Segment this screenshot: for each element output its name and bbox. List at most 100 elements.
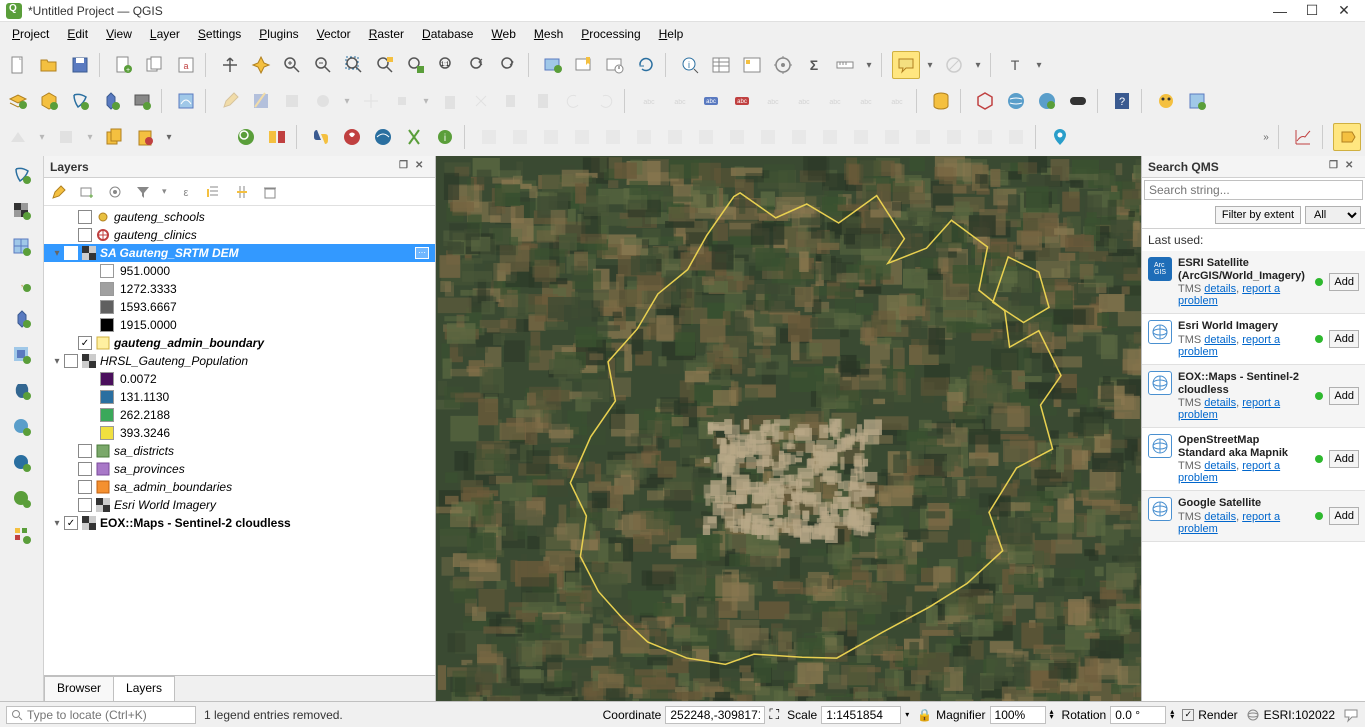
delete-selected-button[interactable] [436,87,464,115]
coordinate-input[interactable] [665,706,765,724]
filter-expression-button[interactable]: ε [177,183,195,201]
layer-row[interactable]: Esri World Imagery [44,496,435,514]
remove-layer-button[interactable] [261,183,279,201]
wfs-layer-button[interactable] [7,484,37,514]
messages-button[interactable] [1343,707,1359,723]
layer-checkbox[interactable] [78,480,92,494]
new-map-view-button[interactable] [539,51,567,79]
virtual-layer-button[interactable] [7,340,37,370]
layer-styling-button[interactable] [50,183,68,201]
qms-undock-button[interactable]: ❐ [1329,160,1343,174]
measure-button[interactable] [831,51,859,79]
style-manager-button[interactable]: a [172,51,200,79]
toolbar-expand-3[interactable]: ▾ [971,60,985,71]
redo-button[interactable] [591,87,619,115]
layer-expander[interactable]: ▾ [50,356,64,367]
new-print-layout-button[interactable]: + [110,51,138,79]
crs-field[interactable]: ESRI:102022 [1246,708,1335,722]
expand-all-button[interactable] [205,183,223,201]
hexagon-button[interactable] [971,87,999,115]
menu-project[interactable]: Project [4,24,57,44]
qms-search-input[interactable] [1144,180,1363,200]
copy-features-button[interactable] [498,87,526,115]
db-manager-button[interactable] [927,87,955,115]
layers-tab[interactable]: Layers [113,676,175,701]
python-console-button[interactable] [307,123,335,151]
map-canvas[interactable] [436,156,1141,701]
layer-row[interactable]: sa_admin_boundaries [44,478,435,496]
qms-details-link[interactable]: details [1204,511,1236,523]
plugin-4-button[interactable] [369,123,397,151]
rotation-input[interactable] [1110,706,1166,724]
open-project-button[interactable] [35,51,63,79]
save-project-button[interactable] [66,51,94,79]
raster-15-button[interactable] [909,123,937,151]
label-button-2[interactable]: abc [728,87,756,115]
globe-button-1[interactable] [1002,87,1030,115]
scale-input[interactable] [821,706,901,724]
raster-5-button[interactable] [599,123,627,151]
qms-button[interactable] [232,123,260,151]
help-button[interactable]: ? [1108,87,1136,115]
maximize-button[interactable]: ☐ [1305,4,1319,18]
zoom-out-button[interactable] [309,51,337,79]
add-feature-button[interactable] [278,87,306,115]
qms-details-link[interactable]: details [1204,460,1236,472]
menu-raster[interactable]: Raster [361,24,412,44]
copy-style-button[interactable] [100,123,128,151]
render-checkbox[interactable] [1182,709,1194,721]
wcs-layer-button[interactable] [7,448,37,478]
raster-17-button[interactable] [971,123,999,151]
open-attribute-table-button[interactable] [707,51,735,79]
data-source-manager-button[interactable] [4,87,32,115]
plugin-button-2[interactable] [1183,87,1211,115]
menu-help[interactable]: Help [651,24,692,44]
chart-button[interactable] [1289,123,1317,151]
digitize-button[interactable] [309,87,337,115]
zoom-in-button[interactable] [278,51,306,79]
toolbar-overflow-button[interactable]: » [1259,132,1273,143]
zoom-last-button[interactable] [464,51,492,79]
raster-11-button[interactable] [785,123,813,151]
layer-checkbox[interactable] [78,498,92,512]
new-spatial-bookmark-button[interactable] [570,51,598,79]
lock-icon[interactable]: 🔒 [917,708,932,722]
raster-13-button[interactable] [847,123,875,151]
xyz-layer-button[interactable] [7,520,37,550]
new-project-button[interactable] [4,51,32,79]
layer-checkbox[interactable] [78,462,92,476]
move-feature-button[interactable] [357,87,385,115]
toggle-editing-button[interactable] [216,87,244,115]
layer-checkbox[interactable] [78,210,92,224]
toolbox-button[interactable] [769,51,797,79]
menu-view[interactable]: View [98,24,140,44]
menu-layer[interactable]: Layer [142,24,188,44]
magnifier-input[interactable] [990,706,1046,724]
layer-checkbox[interactable] [64,246,78,260]
pan-selection-button[interactable] [247,51,275,79]
layer-checkbox[interactable] [78,444,92,458]
raster-6-button[interactable] [630,123,658,151]
abc-button-2[interactable]: abc [666,87,694,115]
identify-button[interactable]: i [676,51,704,79]
postgis-layer-button[interactable] [7,376,37,406]
new-gps-button[interactable] [172,87,200,115]
menu-vector[interactable]: Vector [309,24,359,44]
layout-manager-button[interactable] [141,51,169,79]
raster-layer-button[interactable] [7,196,37,226]
locator[interactable] [6,706,196,724]
zoom-selection-button[interactable] [371,51,399,79]
collapse-all-button[interactable] [233,183,251,201]
abc-button-3[interactable]: abc [759,87,787,115]
layer-row[interactable]: gauteng_admin_boundary [44,334,435,352]
dark-mode-button[interactable] [1064,87,1092,115]
plugin-3-button[interactable] [338,123,366,151]
locator-input[interactable] [27,708,191,722]
abc-button-5[interactable]: abc [821,87,849,115]
menu-plugins[interactable]: Plugins [251,24,306,44]
menu-edit[interactable]: Edit [59,24,96,44]
mesh-layer-button[interactable] [7,232,37,262]
toolbar-expand-1[interactable]: ▾ [862,60,876,71]
temporal-controller-button[interactable] [601,51,629,79]
qms-add-button[interactable]: Add [1329,387,1359,405]
